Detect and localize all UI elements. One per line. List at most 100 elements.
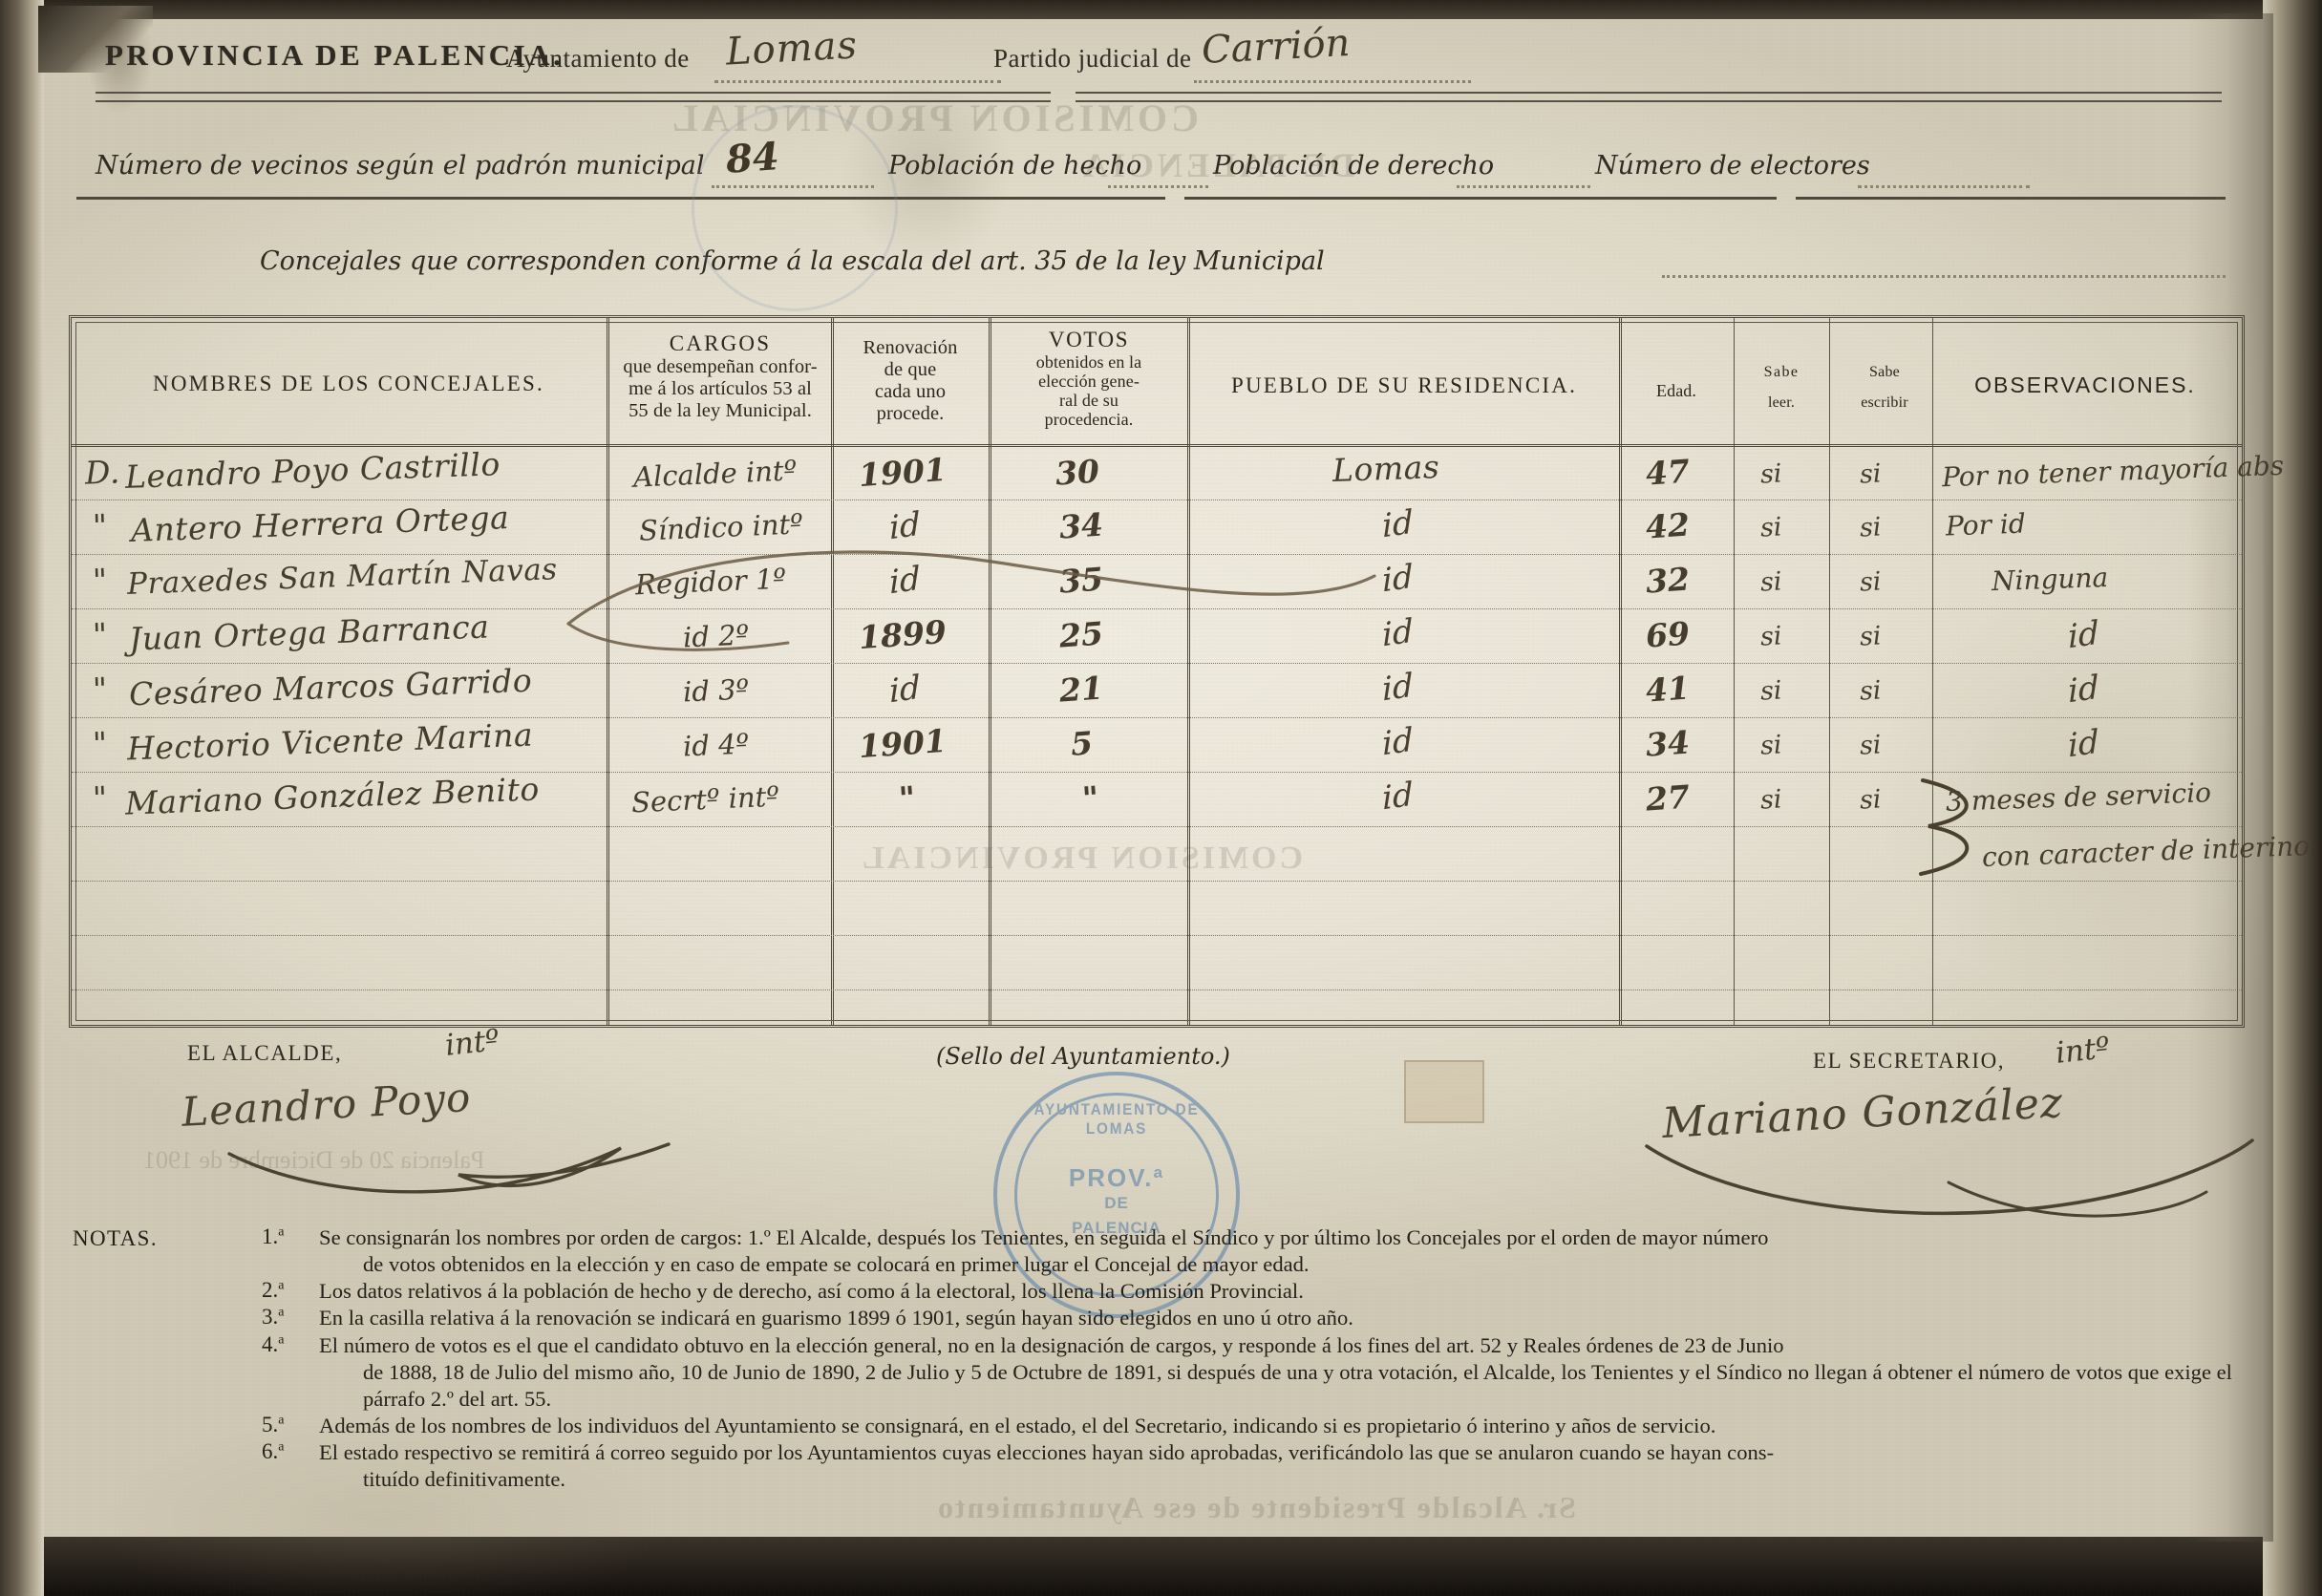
cell-nombre: Leandro Poyo Castrillo [124,445,501,496]
column-header-observaciones: OBSERVACIONES. [1974,372,2196,397]
cell-edad: 42 [1644,505,1692,546]
nota-text: En la casilla relativa á la renovación s… [319,1306,1353,1330]
nota-number: 1.a [262,1224,285,1248]
cell-sabe-leer: si [1759,566,1783,598]
cell-votos: 35 [1057,560,1105,601]
cell-renovacion: 1901 [857,721,948,766]
cell-sabe-leer: si [1759,675,1783,707]
ayuntamiento-dotted-rule [714,80,1001,83]
secretario-signature: Mariano González [1660,1078,2065,1148]
nota-item: 2.a Los datos relativos á la población d… [262,1278,2258,1305]
column-divider [1829,318,1830,1025]
cell-observaciones: Por id [1945,507,2027,543]
cell-prefix: D. [84,453,121,492]
column-divider [607,318,609,1025]
column-header-renovacion: Renovación de que cada uno procede. [863,337,958,424]
cell-pueblo: id [1381,557,1415,601]
column-divider [989,318,991,1025]
cell-votos: 21 [1057,669,1105,710]
cell-prefix: " [92,506,109,545]
ayuntamiento-label: Ayuntamiento de [506,44,690,73]
cell-renovacion: id [888,668,922,712]
section-rule-b [1184,197,1777,204]
cell-pueblo: id [1381,775,1415,819]
cell-nombre: Hectorio Vicente Marina [126,715,534,768]
nota-text: Los datos relativos á la población de he… [319,1279,1304,1304]
nota-item: 1.a Se consignarán los nombres por orden… [262,1224,2258,1278]
column-header-edad: Edad. [1656,381,1696,400]
column-header-cargos: CARGOS que desempeñan confor- me á los a… [623,331,818,421]
section-rule-a [76,197,1165,204]
column-divider [1619,318,1622,1025]
column-header-sabe-leer: Sabe leer. [1763,364,1800,411]
photo-edge-bottom [0,1537,2322,1596]
cell-votos: 34 [1057,505,1105,546]
alcalde-signature-flourish [227,1142,671,1194]
row-separator [72,663,2242,664]
notas-list: 1.a Se consignarán los nombres por orden… [262,1224,2258,1493]
cell-edad: 69 [1644,614,1692,655]
header-rule-right [1076,92,2222,102]
row-separator [72,608,2242,609]
cell-renovacion: id [888,559,922,603]
row-separator [72,826,2242,827]
nota-text: Además de los nombres de los individuos … [319,1413,1716,1437]
column-header-sabe-escribir: Sabe escribir [1861,364,1908,411]
cell-nombre: Praxedes San Martín Navas [126,552,559,602]
cell-sabe-leer: si [1759,784,1783,816]
column-divider [1932,318,1933,1025]
stamp-arc-text: AYUNTAMIENTO DE LOMAS [1033,1100,1200,1138]
notas-label: NOTAS. [73,1226,158,1250]
photo-edge-left [0,0,44,1596]
vecinos-label: Número de vecinos según el padrón munici… [96,151,705,181]
cell-sabe-leer: si [1759,458,1783,490]
nota-item: 3.a En la casilla relativa á la renovaci… [262,1305,2258,1331]
cell-sabe-escribir: si [1859,730,1883,761]
poblacion-hecho-label: Población de hecho [888,151,1142,181]
cell-observaciones: Ninguna [1991,561,2109,598]
photo-edge-right [2263,0,2322,1596]
municipal-stamp: AYUNTAMIENTO DE LOMAS PROV.ª DE PALENCIA [993,1072,1240,1318]
cell-nombre: Antero Herrera Ortega [130,499,510,549]
cell-edad: 34 [1644,723,1692,764]
cell-sabe-leer: si [1759,621,1783,652]
nota-text: El número de votos es el que el candidat… [319,1332,2232,1411]
header-separator [72,444,2242,447]
row-separator [72,881,2242,882]
cell-pueblo: id [1381,720,1415,764]
nota-item: 6.a El estado respectivo se remitirá á c… [262,1439,2258,1493]
cell-nombre: Juan Ortega Barranca [128,607,490,658]
cell-votos: 25 [1057,614,1105,655]
cell-renovacion: " [897,778,917,818]
concejales-table: NOMBRES DE LOS CONCEJALES. CARGOS que de… [69,315,2311,1028]
column-divider [1187,318,1190,1025]
cell-observaciones: id [2067,613,2100,657]
column-divider [831,318,834,1025]
tax-stamp [1404,1060,1484,1123]
cell-observaciones: 3 meses de servicio [1945,777,2212,818]
nota-text: Se consignarán los nombres por orden de … [319,1225,1769,1277]
cell-sabe-escribir: si [1859,512,1883,543]
cell-votos: 30 [1054,452,1101,493]
alcalde-interino-mark: intº [443,1023,501,1063]
cell-cargo: Alcalde intº [632,454,798,494]
alcalde-label: EL ALCALDE, [187,1041,343,1065]
cell-pueblo: id [1381,611,1415,655]
column-divider [1734,318,1735,1025]
cell-prefix: " [92,670,109,709]
sello-label: (Sello del Ayuntamiento.) [936,1043,1230,1070]
cell-cargo: id 3º [682,672,750,709]
cell-edad: 32 [1644,560,1692,601]
concejales-dotted-rule [1662,275,2226,278]
partido-dotted-rule [1194,80,1471,83]
cell-edad: 41 [1644,669,1692,710]
pen-flourish [566,550,1376,651]
partido-judicial-label: Partido judicial de [993,44,1192,73]
poblacion-derecho-dotted-rule [1457,185,1590,188]
cell-sabe-leer: si [1759,730,1783,761]
cell-observaciones: Por no tener mayoría abs [1941,449,2285,494]
nota-item: 5.a Además de los nombres de los individ… [262,1413,2258,1439]
cell-sabe-leer: si [1759,512,1783,543]
cell-observaciones: id [2067,668,2100,712]
cell-sabe-escribir: si [1859,458,1883,490]
